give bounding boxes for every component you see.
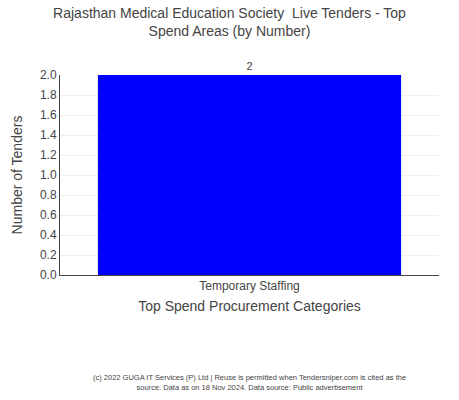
svg-text:2.0: 2.0 [40, 68, 57, 82]
svg-text:Rajasthan Medical Education So: Rajasthan Medical Education Society Live… [53, 5, 406, 39]
svg-text:0.8: 0.8 [40, 188, 57, 202]
svg-text:(c) 2022 GUGA IT Services (P): (c) 2022 GUGA IT Services (P) Ltd | Reus… [93, 373, 406, 392]
svg-text:0.4: 0.4 [40, 228, 57, 242]
svg-text:0.6: 0.6 [40, 208, 57, 222]
svg-text:1.4: 1.4 [40, 128, 57, 142]
svg-text:2: 2 [246, 60, 252, 72]
svg-text:1.2: 1.2 [40, 148, 57, 162]
svg-text:Number of Tenders: Number of Tenders [9, 116, 25, 235]
svg-text:0.0: 0.0 [40, 268, 57, 282]
svg-text:1.0: 1.0 [40, 168, 57, 182]
svg-text:1.6: 1.6 [40, 108, 57, 122]
svg-text:Top Spend Procurement Categori: Top Spend Procurement Categories [138, 298, 361, 314]
svg-text:Temporary Staffing: Temporary Staffing [199, 279, 300, 293]
svg-text:0.2: 0.2 [40, 248, 57, 262]
svg-text:1.8: 1.8 [40, 88, 57, 102]
